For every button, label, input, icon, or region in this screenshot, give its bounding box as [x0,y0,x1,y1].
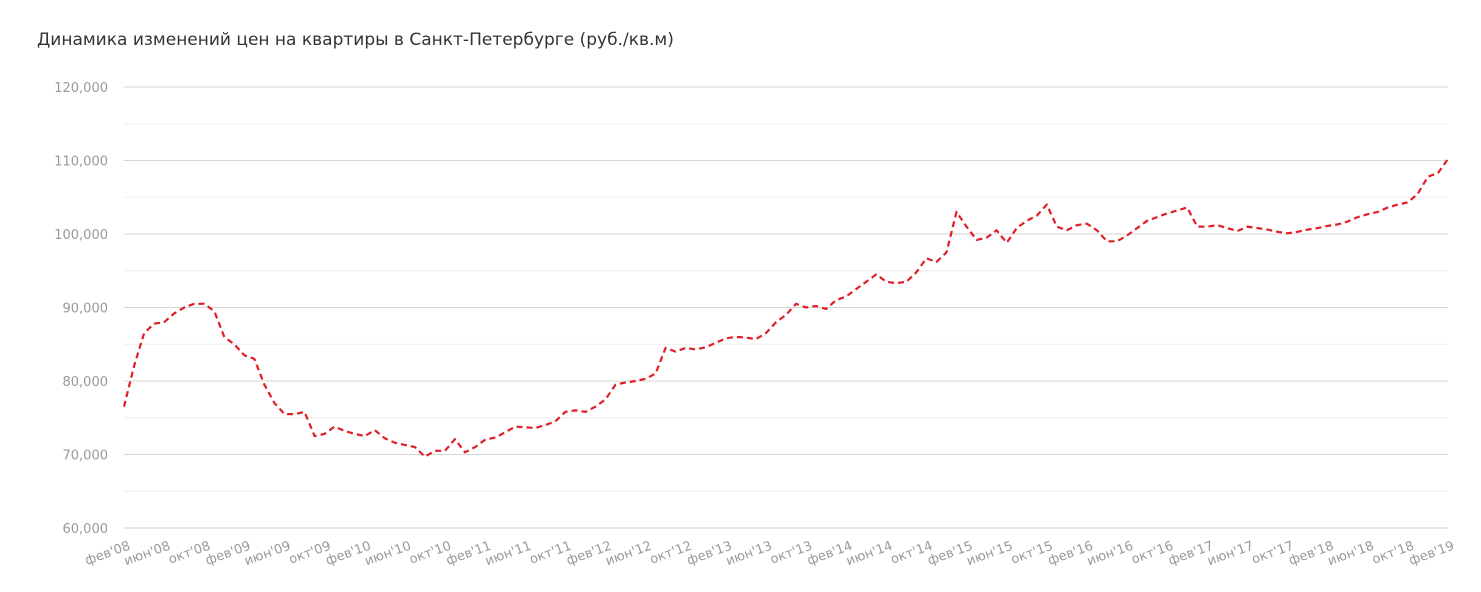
x-tick-label: июн'09 [243,539,293,570]
y-tick-label: 100,000 [54,228,108,243]
x-tick-label: фев'19 [1407,539,1456,569]
x-tick-label: июн'10 [363,539,413,570]
x-tick-label: июн'16 [1085,539,1135,570]
x-tick-label: июн'11 [483,539,533,570]
y-axis-ticks: 60,000 70,000 80,000 90,000 100,000 110,000 12… [54,81,108,537]
x-tick-label: июн'18 [1326,539,1376,570]
y-tick-label: 70,000 [63,449,109,464]
chart-title: Динамика изменений цен на квартиры в Сан… [37,30,674,50]
x-tick-label: июн'08 [122,539,172,570]
x-tick-label: июн'12 [604,539,654,570]
x-tick-label: июн'13 [724,539,774,570]
grid-lines [124,86,1448,529]
y-tick-label: 120,000 [54,81,108,96]
x-tick-label: июн'14 [844,539,894,570]
y-tick-label: 110,000 [54,155,108,170]
x-axis-ticks: фев'08июн'08окт'08фев'09июн'09окт'09фев'… [83,539,1456,570]
y-tick-label: 90,000 [63,302,109,317]
y-tick-label: 80,000 [63,375,109,390]
y-tick-label: 60,000 [63,522,109,537]
x-tick-label: июн'15 [965,539,1015,570]
x-tick-label: июн'17 [1206,539,1256,570]
